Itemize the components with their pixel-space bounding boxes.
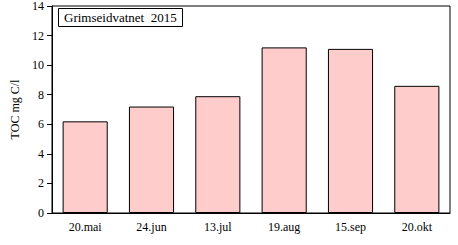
svg-text:20.mai: 20.mai xyxy=(69,220,103,234)
svg-text:10: 10 xyxy=(32,58,44,72)
svg-text:Grimseidvatnet 2015: Grimseidvatnet 2015 xyxy=(64,10,177,25)
svg-text:13.jul: 13.jul xyxy=(204,220,232,234)
svg-text:20.okt: 20.okt xyxy=(402,220,433,234)
svg-text:14: 14 xyxy=(32,0,44,13)
svg-text:8: 8 xyxy=(38,88,44,102)
svg-text:4: 4 xyxy=(38,147,44,161)
svg-text:TOC mg C/l: TOC mg C/l xyxy=(8,79,22,139)
svg-text:0: 0 xyxy=(38,206,44,220)
svg-text:6: 6 xyxy=(38,117,44,131)
svg-text:12: 12 xyxy=(32,29,44,43)
svg-text:24.jun: 24.jun xyxy=(136,220,166,234)
svg-text:2: 2 xyxy=(38,176,44,190)
svg-text:15.sep: 15.sep xyxy=(335,220,366,234)
svg-text:19.aug: 19.aug xyxy=(268,220,300,234)
